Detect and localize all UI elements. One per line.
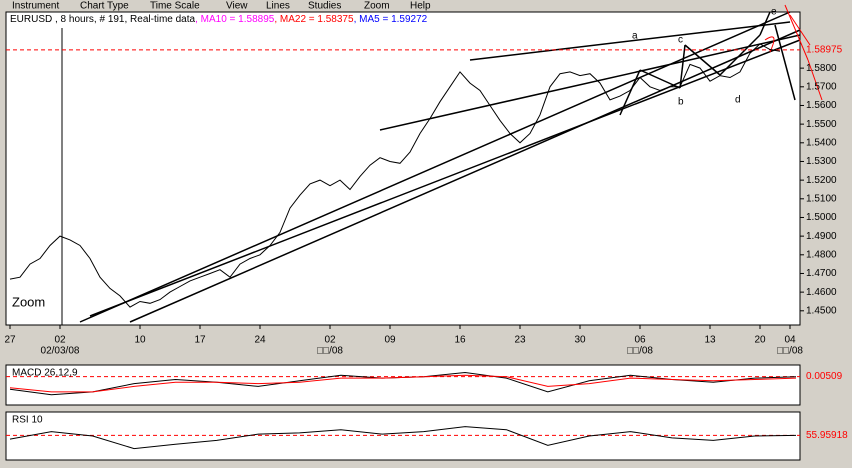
- menu-bar: [0, 0, 852, 12]
- panel-title: RSI 10: [12, 415, 43, 426]
- ma5-label: , MA5 = 1.59272: [354, 14, 428, 25]
- x-tick-label: 10: [134, 335, 146, 346]
- x-tick-label: 23: [514, 335, 526, 346]
- y-tick-label: 1.4500: [806, 305, 837, 316]
- y-tick-label: 1.5600: [806, 100, 837, 111]
- x-tick-label: 27: [4, 335, 16, 346]
- y-tick-label: 1.5800: [806, 63, 837, 74]
- red-arrows: [764, 4, 823, 101]
- y-tick-label: 1.5200: [806, 175, 837, 186]
- menu-item[interactable]: Help: [410, 1, 431, 12]
- price-line: [9, 374, 797, 393]
- menu-item[interactable]: Instrument: [12, 1, 59, 12]
- menu-item[interactable]: Zoom: [364, 1, 390, 12]
- header-title: EURUSD , 8 hours, # 191, Real-time data,…: [10, 14, 428, 25]
- x-tick-label: 24: [254, 335, 266, 346]
- x-tick-label: 04: [784, 335, 796, 346]
- period-label: □□/08: [777, 346, 803, 357]
- panel-title: MACD 26,12,9: [12, 368, 78, 379]
- ma22-label: , MA22 = 1.58375: [274, 14, 354, 25]
- header-title: EURUSD , 8 hours, # 191, Real-time data: [10, 14, 196, 25]
- menu-item[interactable]: Time Scale: [150, 1, 200, 12]
- y-tick-label: 1.5100: [806, 193, 837, 204]
- ma10-label: , MA10 = 1.58895: [195, 14, 275, 25]
- x-tick-label: 20: [754, 335, 766, 346]
- menu-item[interactable]: Studies: [308, 1, 341, 12]
- level-label: 1.58975: [806, 45, 843, 56]
- x-tick-label: 30: [574, 335, 586, 346]
- y-tick-label: 1.5000: [806, 212, 837, 223]
- period-label: □□/08: [317, 346, 343, 357]
- y-tick-label: 1.5500: [806, 119, 837, 130]
- period-label: □□/08: [627, 346, 653, 357]
- y-tick-label: 1.4700: [806, 268, 837, 279]
- y-tick-label: 1.4900: [806, 231, 837, 242]
- annotation: d: [735, 95, 741, 106]
- y-tick-label: 1.5700: [806, 81, 837, 92]
- x-tick-label: 13: [704, 335, 716, 346]
- level-label: 0.00509: [806, 371, 843, 382]
- level-label: 55.95918: [806, 430, 848, 441]
- x-tick-label: 06: [634, 335, 646, 346]
- menu-item[interactable]: View: [226, 1, 248, 12]
- period-label: 02/03/08: [41, 346, 80, 357]
- annotation: a: [632, 31, 638, 42]
- y-tick-label: 1.5300: [806, 156, 837, 167]
- x-tick-label: 16: [454, 335, 466, 346]
- menu-item[interactable]: Chart Type: [80, 1, 129, 12]
- annotation: c: [678, 35, 683, 46]
- x-tick-label: 17: [194, 335, 206, 346]
- x-tick-label: 09: [384, 335, 396, 346]
- macd-panel: [5, 364, 801, 406]
- annotation: e: [771, 7, 777, 18]
- rsi-panel: [5, 411, 801, 461]
- y-tick-label: 1.4600: [806, 287, 837, 298]
- y-tick-label: 1.5400: [806, 137, 837, 148]
- price-line: [9, 43, 781, 308]
- annotation: b: [678, 97, 684, 108]
- y-tick-label: 1.4800: [806, 249, 837, 260]
- menu-item[interactable]: Lines: [266, 1, 290, 12]
- x-tick-label: 02: [54, 335, 66, 346]
- trendlines: [79, 11, 801, 323]
- price-line: [9, 426, 797, 450]
- zoom-label[interactable]: Zoom: [12, 294, 45, 309]
- x-tick-label: 02: [324, 335, 336, 346]
